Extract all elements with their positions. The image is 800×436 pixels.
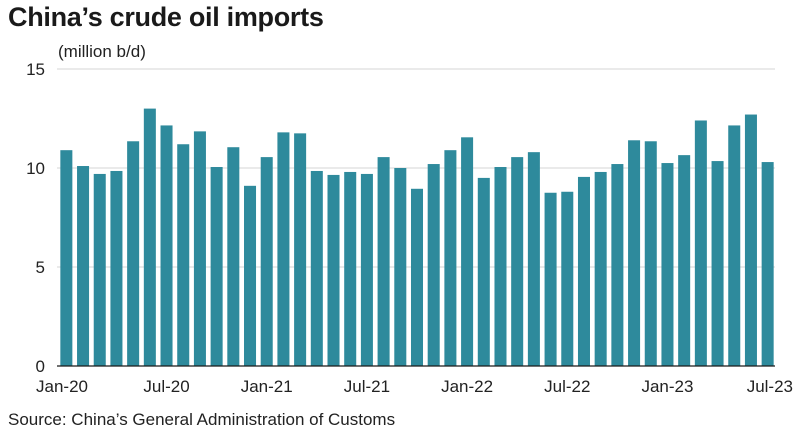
bar-Jan-22 (461, 137, 474, 366)
y-tick-label: 0 (36, 357, 45, 376)
bar-Mar-23 (694, 120, 707, 366)
bar-Sep-22 (594, 171, 607, 366)
bar-May-23 (728, 125, 741, 367)
bar-Apr-20 (110, 170, 123, 366)
x-tick-label: Jan-23 (641, 377, 693, 396)
x-tick-label: Jan-21 (241, 377, 293, 396)
bar-Dec-22 (644, 141, 657, 366)
bar-Nov-20 (227, 147, 240, 366)
bar-Mar-20 (93, 173, 106, 366)
bar-Apr-23 (711, 161, 724, 366)
bar-Mar-22 (494, 167, 507, 366)
source-note: Source: China’s General Administration o… (8, 410, 396, 429)
y-tick-label: 5 (36, 258, 45, 277)
y-axis-unit-label: (million b/d) (58, 42, 146, 61)
bar-Aug-22 (577, 176, 590, 366)
x-tick-label: Jul-23 (747, 377, 793, 396)
bar-Dec-21 (444, 150, 457, 366)
bar-Jul-21 (360, 173, 373, 366)
bar-Jul-20 (160, 125, 173, 367)
bar-Sep-21 (394, 168, 407, 366)
bar-Jan-21 (260, 157, 273, 366)
bar-Jun-22 (544, 192, 557, 366)
bar-Oct-21 (410, 188, 424, 366)
x-tick-label: Jul-22 (544, 377, 590, 396)
x-tick-label: Jul-21 (344, 377, 390, 396)
bar-Apr-21 (310, 170, 323, 366)
x-tick-label: Jan-22 (441, 377, 493, 396)
bar-May-22 (527, 152, 540, 366)
bar-Feb-22 (477, 177, 490, 366)
bar-Feb-23 (678, 155, 691, 366)
bar-Jun-23 (744, 114, 757, 366)
bar-Feb-21 (277, 132, 290, 366)
bar-Jun-20 (143, 108, 156, 366)
bar-Oct-22 (611, 164, 624, 366)
bar-Jul-22 (561, 191, 574, 366)
bar-Mar-21 (294, 133, 307, 366)
bar-Aug-21 (377, 157, 390, 366)
bar-Jan-23 (661, 163, 674, 366)
bar-Sep-20 (193, 131, 206, 366)
y-tick-label: 10 (26, 159, 45, 178)
bar-Oct-20 (210, 167, 223, 366)
bar-Apr-22 (511, 157, 524, 366)
bar-Feb-20 (77, 166, 90, 366)
y-tick-label: 15 (26, 60, 45, 79)
bar-Jan-20 (60, 150, 73, 366)
x-tick-label: Jul-20 (143, 377, 189, 396)
x-tick-label: Jan-20 (36, 377, 88, 396)
bar-Jul-23 (761, 162, 774, 366)
bar-Nov-22 (628, 140, 641, 366)
bar-Dec-20 (244, 185, 257, 366)
bar-May-20 (127, 141, 140, 366)
bar-Aug-20 (177, 144, 190, 366)
bar-Jun-21 (344, 171, 357, 366)
chart-title: China’s crude oil imports (8, 2, 324, 32)
bar-May-21 (327, 174, 340, 366)
bar-Nov-21 (427, 164, 440, 366)
